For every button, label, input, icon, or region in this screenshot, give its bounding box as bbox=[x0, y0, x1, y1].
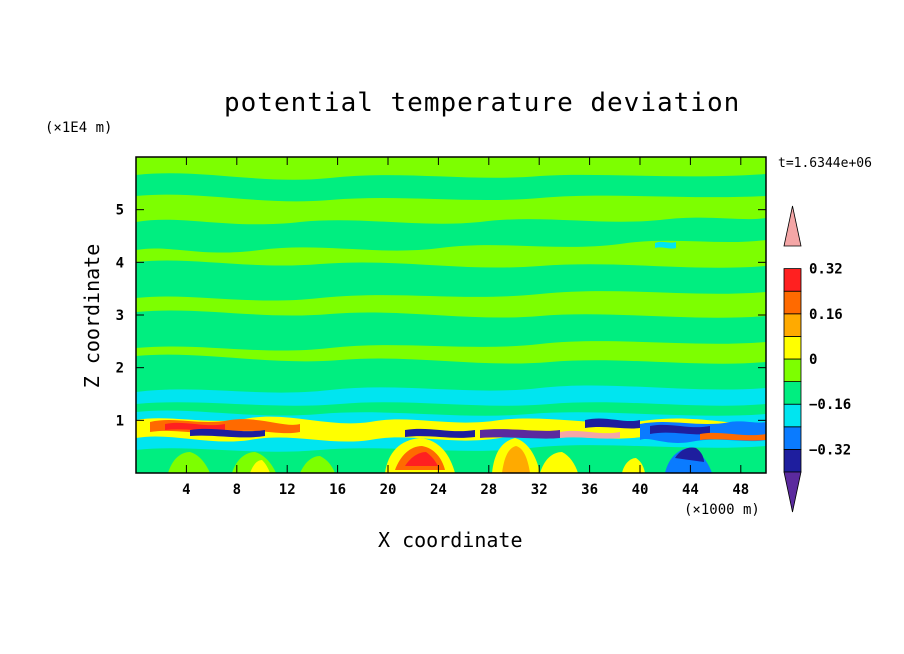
contour-band bbox=[300, 456, 335, 473]
colorbar-swatch bbox=[783, 313, 802, 337]
time-label: t=1.6344e+06 bbox=[778, 156, 872, 171]
contour-band bbox=[405, 452, 438, 466]
x-tick-label: 40 bbox=[632, 482, 649, 498]
contour-band bbox=[136, 310, 766, 351]
colorbar-label: −0.16 bbox=[809, 397, 851, 413]
contour-band bbox=[165, 422, 225, 431]
colorbar-swatch bbox=[783, 290, 802, 315]
contour-band bbox=[540, 452, 578, 473]
y-tick-label: 2 bbox=[116, 361, 124, 377]
contour-band bbox=[585, 418, 640, 429]
contour-band bbox=[136, 260, 766, 301]
colorbar-swatch bbox=[783, 335, 802, 360]
colorbar-swatch bbox=[783, 448, 802, 473]
x-tick-label: 16 bbox=[329, 482, 346, 498]
contour-band bbox=[650, 424, 710, 435]
colorbar-label: 0 bbox=[809, 352, 817, 368]
contour-band bbox=[560, 430, 620, 439]
contour-band bbox=[136, 173, 766, 202]
x-tick-label: 20 bbox=[380, 482, 397, 498]
x-tick-label: 4 bbox=[182, 482, 190, 498]
contour-band bbox=[190, 428, 265, 438]
x-axis: 4 8 12 16 20 24 28 32 36 40 44 48 bbox=[182, 157, 749, 498]
y-axis: 1 2 3 4 5 bbox=[116, 203, 766, 429]
x-tick-label: 8 bbox=[233, 482, 241, 498]
colorbar-swatch bbox=[783, 403, 802, 428]
colorbar-extend-max bbox=[783, 205, 802, 247]
colorbar-extend-min bbox=[783, 471, 802, 513]
contour-band bbox=[136, 217, 766, 253]
y-tick-label: 3 bbox=[116, 308, 124, 324]
colorbar-label: 0.32 bbox=[809, 262, 843, 278]
x-unit-label: (×1000 m) bbox=[684, 502, 760, 518]
contour-band bbox=[622, 458, 645, 473]
x-tick-label: 28 bbox=[480, 482, 497, 498]
chart-title: potential temperature deviation bbox=[224, 88, 741, 118]
x-tick-label: 12 bbox=[279, 482, 296, 498]
x-tick-label: 36 bbox=[581, 482, 598, 498]
colorbar-label: 0.16 bbox=[809, 307, 843, 323]
contour-band bbox=[480, 429, 560, 439]
colorbar-swatch bbox=[783, 268, 802, 292]
colorbar: 0.32 0.16 0 −0.16 −0.32 bbox=[783, 205, 851, 513]
x-axis-label: X coordinate bbox=[378, 528, 523, 552]
colorbar-swatch bbox=[783, 426, 802, 450]
x-tick-label: 48 bbox=[732, 482, 749, 498]
x-tick-label: 24 bbox=[430, 482, 447, 498]
contour-band bbox=[700, 432, 766, 441]
contour-band bbox=[250, 460, 270, 473]
x-tick-label: 44 bbox=[682, 482, 699, 498]
contour-field bbox=[136, 157, 766, 473]
contour-band bbox=[502, 446, 530, 473]
contour-band bbox=[675, 447, 704, 462]
x-tick-label: 32 bbox=[531, 482, 548, 498]
colorbar-label: −0.32 bbox=[809, 442, 851, 458]
colorbar-swatch bbox=[783, 358, 802, 383]
y-tick-label: 1 bbox=[116, 413, 124, 429]
contour-band bbox=[168, 452, 210, 473]
contour-band bbox=[405, 428, 475, 438]
y-tick-label: 4 bbox=[116, 255, 124, 271]
y-unit-label: (×1E4 m) bbox=[45, 120, 113, 136]
contour-band bbox=[665, 448, 712, 473]
contour-band bbox=[655, 241, 676, 249]
colorbar-swatch bbox=[783, 381, 802, 405]
y-tick-label: 5 bbox=[116, 203, 124, 219]
